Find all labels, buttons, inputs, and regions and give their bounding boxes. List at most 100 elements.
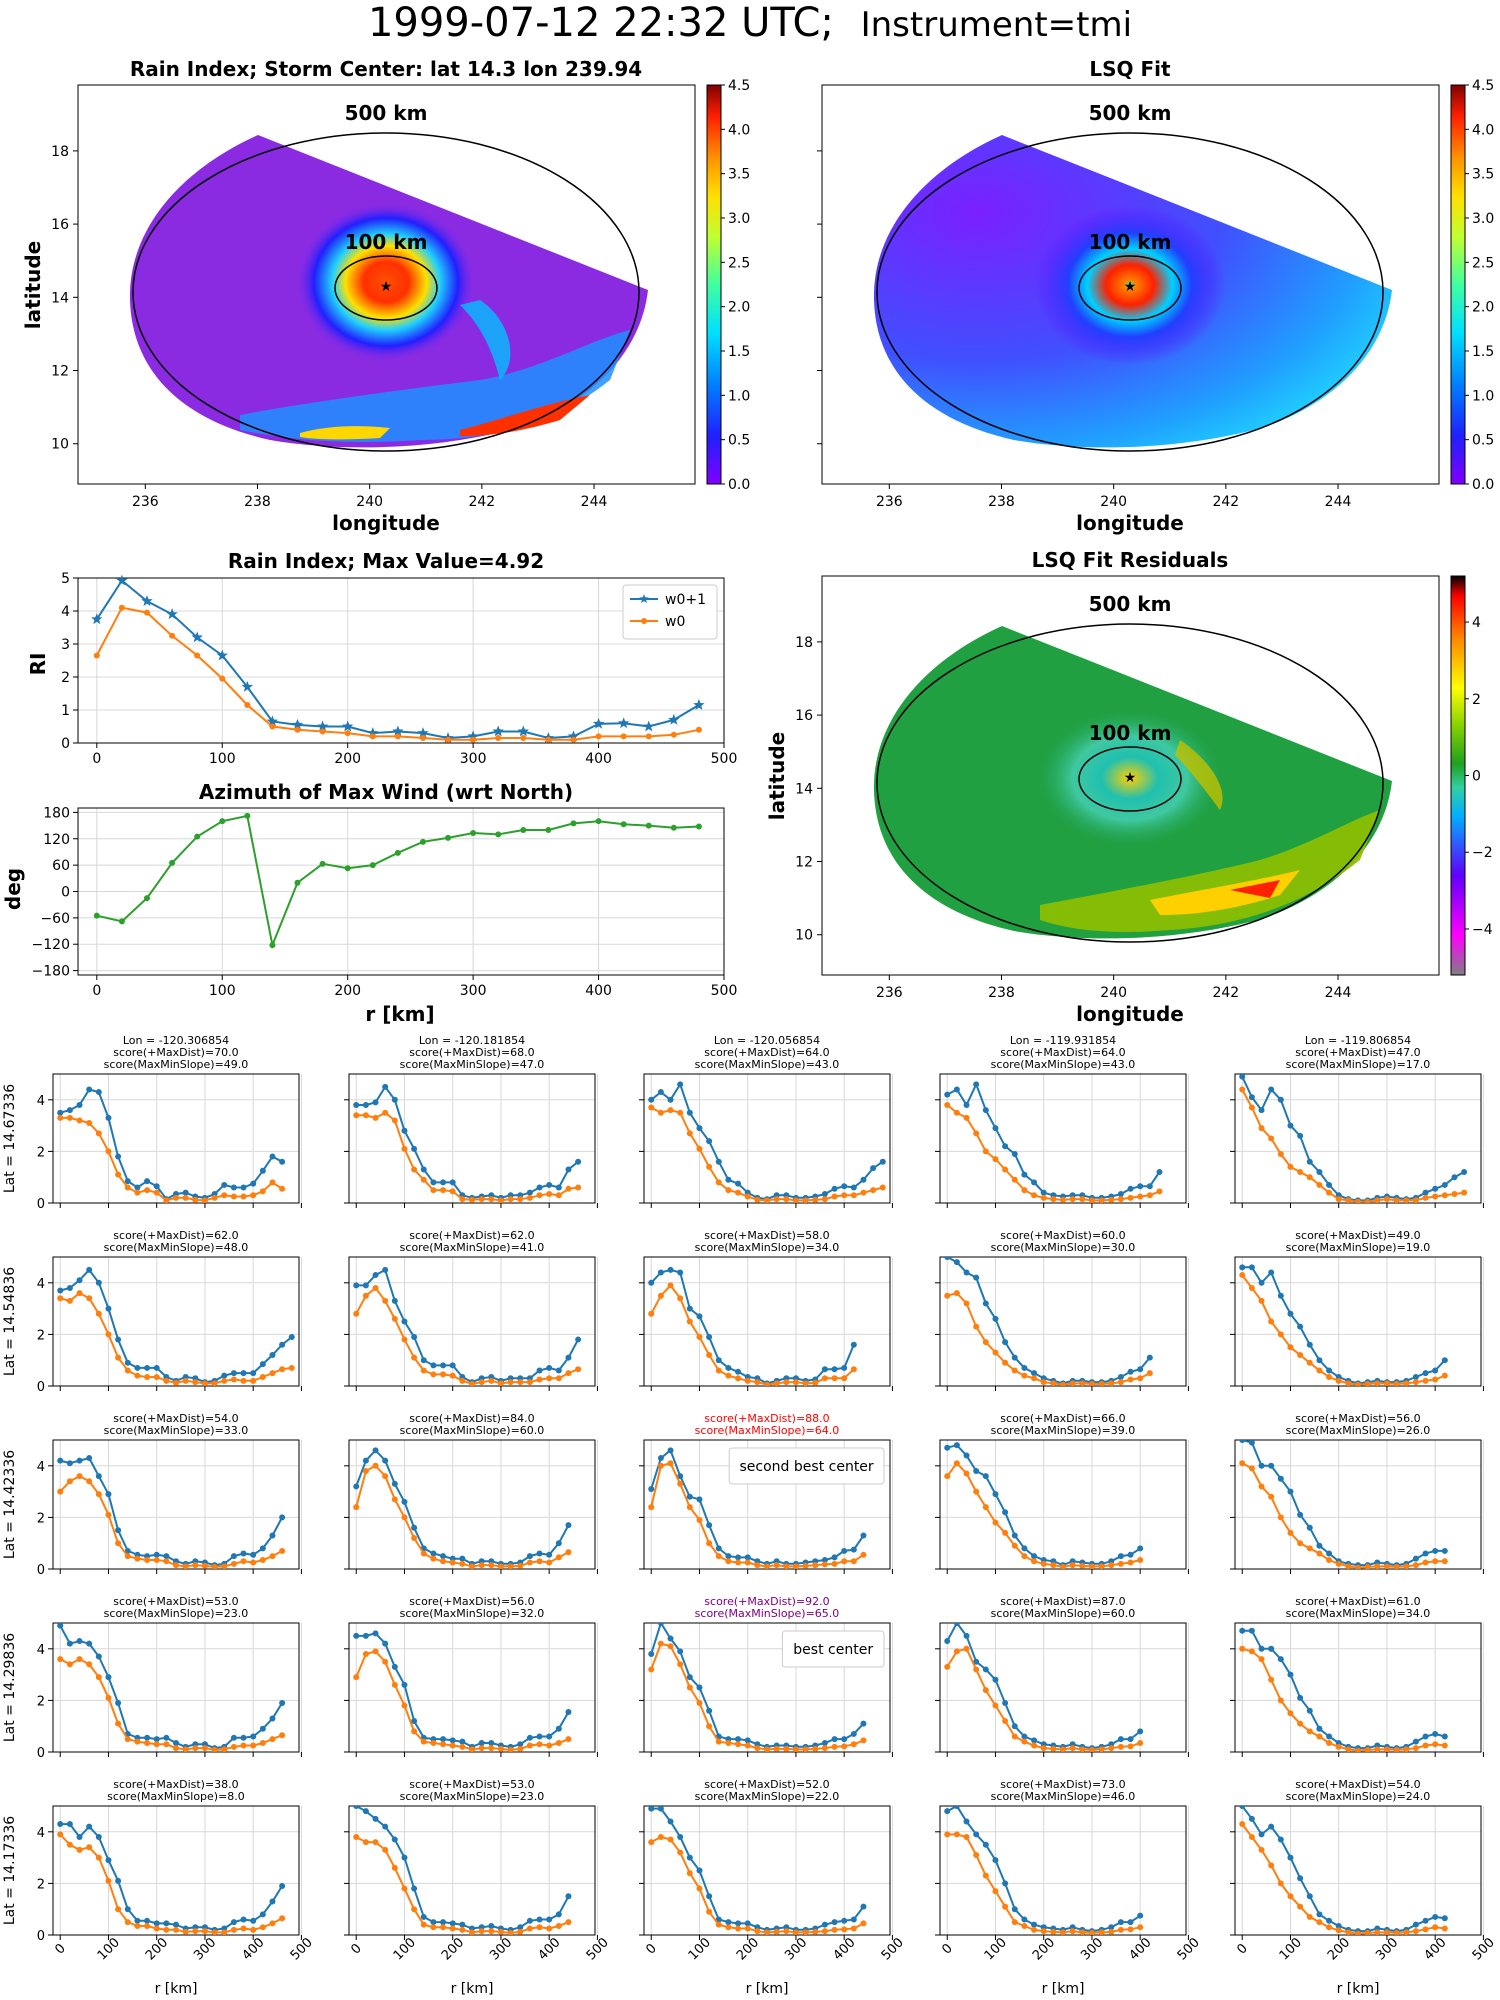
data-point [449, 1188, 456, 1195]
data-point [860, 1551, 867, 1558]
data-point [982, 1473, 989, 1480]
score-maxdist: score(+MaxDist)=52.0 [704, 1778, 829, 1791]
data-point [1422, 1559, 1429, 1566]
y-tick-label: 10 [51, 437, 69, 453]
data-point [57, 1831, 64, 1838]
data-point [1412, 1921, 1419, 1928]
series-w0 [944, 1290, 1153, 1386]
data-point [57, 1109, 64, 1116]
series-line [355, 1806, 570, 1931]
data-point [269, 1715, 276, 1722]
data-point [115, 1171, 122, 1178]
data-point [715, 1738, 722, 1745]
data-point [1316, 1911, 1323, 1918]
subplot-r1-c3: score(MaxMinSlope)=43.0score(+MaxDist)=6… [639, 1034, 893, 1208]
data-point [440, 1736, 447, 1743]
data-point [831, 1554, 838, 1561]
series-w0plus1 [353, 1806, 572, 1933]
x-tick-label: 100 [209, 751, 236, 767]
data-point [764, 1563, 770, 1569]
colorbar-tick-label: 4.5 [1472, 78, 1494, 94]
colorbar-tick-label: 0.0 [728, 477, 750, 493]
data-point [459, 1555, 466, 1562]
data-point [401, 1854, 408, 1861]
data-point [831, 1193, 838, 1200]
data-point [1277, 1880, 1284, 1887]
data-point [469, 1746, 475, 1752]
data-point [850, 1730, 857, 1737]
data-point [695, 726, 702, 733]
x-tick-label: 400 [535, 1935, 563, 1963]
data-point [57, 1656, 64, 1663]
data-point [192, 1562, 199, 1569]
data-point [657, 1806, 664, 1812]
series-line [1241, 1647, 1445, 1752]
data-point [735, 1925, 742, 1932]
data-point [1432, 1376, 1439, 1383]
data-point [1287, 1344, 1294, 1351]
data-point [192, 1745, 199, 1752]
data-point [792, 1563, 799, 1569]
data-point [1461, 1189, 1468, 1196]
data-point [821, 1196, 828, 1203]
series-w0plus1 [57, 1821, 286, 1933]
data-point [144, 1556, 151, 1563]
data-point [440, 1362, 447, 1369]
data-point [76, 1638, 83, 1645]
data-point [1403, 1197, 1410, 1203]
data-point [507, 1746, 514, 1752]
data-point [1422, 1733, 1429, 1740]
data-point [153, 1183, 160, 1190]
series-w0plus1 [648, 1806, 867, 1933]
y-tick-label: 18 [51, 144, 69, 160]
data-point [686, 1493, 693, 1500]
data-point [860, 1737, 867, 1744]
data-point [821, 1928, 828, 1935]
data-point [735, 1736, 742, 1743]
data-point [1441, 1733, 1448, 1740]
data-point [353, 1310, 360, 1317]
data-point [91, 613, 103, 625]
data-point [469, 1380, 475, 1386]
data-point [982, 1687, 989, 1694]
data-point [1248, 1094, 1255, 1101]
data-point [116, 574, 128, 586]
y-tick-label: 120 [43, 832, 70, 848]
data-point [963, 1114, 970, 1121]
ring-inner-label: 100 km [1089, 230, 1172, 254]
data-point [715, 1921, 722, 1928]
storm-center-marker: ★ [1124, 770, 1137, 786]
data-point [440, 1553, 447, 1560]
data-point [744, 1737, 751, 1744]
data-point [353, 1833, 360, 1840]
data-point [1127, 1926, 1134, 1933]
colorbar-tick-label: 2.5 [728, 255, 750, 271]
y-axis-label: deg [1, 868, 25, 910]
data-point [643, 720, 655, 732]
data-point [1277, 1656, 1284, 1663]
data-point [1287, 1893, 1294, 1900]
y-tick-label: −180 [32, 964, 70, 980]
data-point [517, 725, 529, 737]
axes-frame [52, 1439, 300, 1570]
data-point [982, 1148, 989, 1155]
data-point [1021, 1364, 1028, 1371]
colorbar-tick-label: 1.5 [1472, 344, 1494, 360]
data-point [445, 834, 452, 841]
data-point [440, 1919, 447, 1926]
x-tick-label: 200 [334, 983, 361, 999]
series-w0+1 [91, 574, 705, 743]
data-point [715, 1367, 722, 1374]
data-point [841, 1183, 848, 1190]
data-point [95, 1854, 102, 1861]
score-maxminslope: score(MaxMinSlope)=8.0 [107, 1790, 245, 1803]
data-point [565, 1185, 572, 1192]
data-point [230, 1743, 237, 1750]
data-point [182, 1189, 189, 1196]
data-point [565, 1522, 572, 1529]
data-point [677, 1833, 684, 1840]
data-point [1355, 1747, 1361, 1752]
data-point [240, 1550, 247, 1557]
data-point [831, 1185, 838, 1192]
axes-frame [52, 1256, 300, 1387]
